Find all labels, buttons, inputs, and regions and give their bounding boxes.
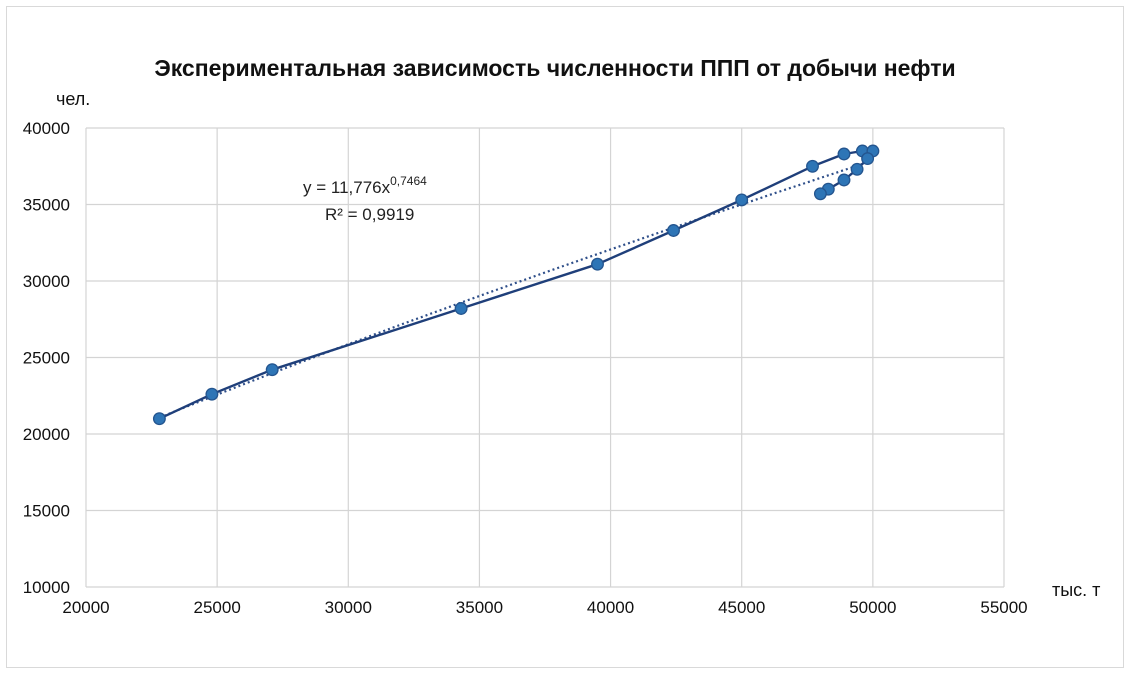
svg-text:y = 11,776x0,7464: y = 11,776x0,7464 — [303, 174, 427, 197]
data-point — [850, 162, 864, 176]
y-tick-label: 15000 — [23, 502, 70, 521]
data-series — [152, 144, 880, 426]
data-point — [837, 147, 851, 161]
trendline — [158, 159, 874, 419]
x-axis-label: тыс. т — [1052, 580, 1100, 600]
data-point — [837, 173, 851, 187]
data-point — [813, 187, 827, 201]
series-line — [158, 149, 875, 420]
r-squared-label: R² = 0,9919 — [325, 205, 414, 224]
equation-text: y = 11,776x — [303, 178, 391, 197]
y-axis-label: чел. — [56, 89, 90, 109]
data-point — [667, 224, 680, 237]
trendline-equation: y = 11,776x0,7464 R² = 0,9919 — [303, 174, 427, 224]
data-point — [861, 152, 875, 166]
y-axis-ticks: 10000 15000 20000 25000 30000 35000 40000 — [23, 119, 70, 597]
x-tick-label: 30000 — [325, 598, 372, 617]
x-tick-label: 55000 — [980, 598, 1027, 617]
y-tick-label: 40000 — [23, 119, 70, 138]
x-tick-label: 35000 — [456, 598, 503, 617]
trendline-path — [158, 159, 874, 419]
y-tick-label: 30000 — [23, 272, 70, 291]
chart-frame — [6, 6, 1124, 668]
data-point — [205, 387, 219, 401]
x-axis-ticks: 20000 25000 30000 35000 40000 45000 50000 55000 — [62, 598, 1027, 617]
data-point — [806, 159, 819, 173]
equation-exponent: 0,7464 — [390, 174, 427, 188]
chart-title: Экспериментальная зависимость численност… — [154, 55, 955, 81]
data-point — [152, 412, 166, 426]
grid — [85, 127, 1005, 588]
x-tick-label: 45000 — [718, 598, 765, 617]
y-tick-label: 35000 — [23, 196, 70, 215]
data-point — [591, 257, 604, 271]
y-tick-label: 10000 — [23, 578, 70, 597]
x-tick-label: 40000 — [587, 598, 634, 617]
y-tick-label: 25000 — [23, 349, 70, 368]
data-point — [454, 302, 468, 315]
x-tick-label: 25000 — [194, 598, 241, 617]
y-tick-label: 20000 — [23, 425, 70, 444]
data-point — [735, 193, 749, 207]
x-tick-label: 50000 — [849, 598, 896, 617]
x-tick-label: 20000 — [62, 598, 109, 617]
data-point — [265, 363, 279, 377]
